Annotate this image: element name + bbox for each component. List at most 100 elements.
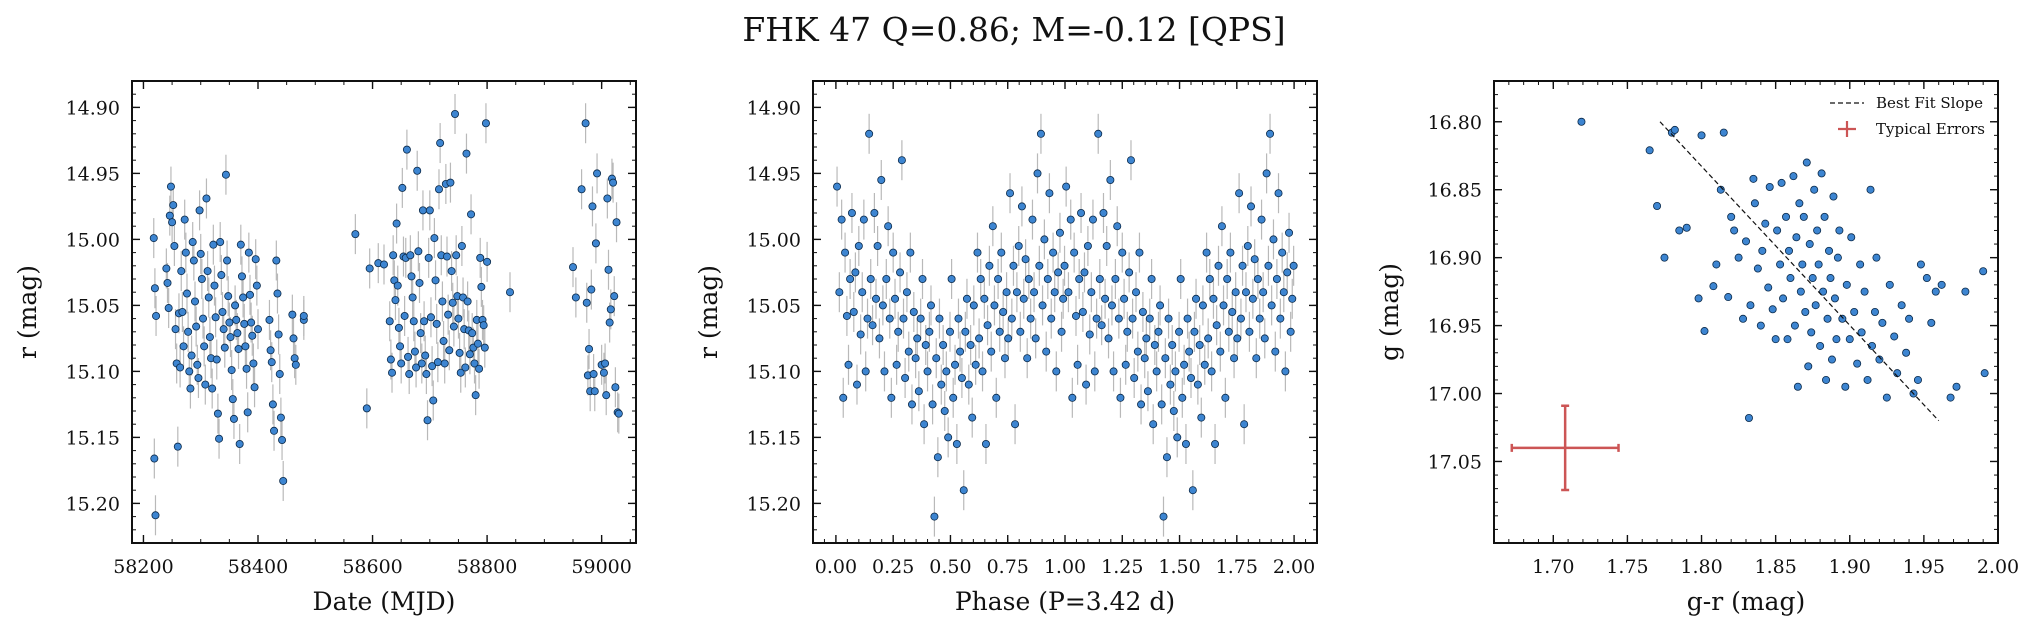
x-tick-label: 58200 (113, 556, 173, 578)
data-point (1796, 287, 1805, 296)
data-point (1062, 182, 1071, 191)
data-point (273, 289, 282, 298)
data-point (1278, 248, 1287, 257)
data-point (1080, 268, 1089, 277)
data-point (833, 182, 842, 191)
data-point (457, 241, 466, 250)
data-point (585, 344, 594, 353)
y-tick-label: 17.00 (1428, 384, 1482, 406)
data-point (1052, 367, 1061, 376)
data-point (221, 170, 230, 179)
data-point (1002, 288, 1011, 297)
data-point (150, 284, 159, 293)
data-point (1980, 369, 1989, 378)
x-tick-label: 1.85 (1754, 556, 1796, 578)
data-point (1009, 261, 1018, 270)
data-point (1758, 246, 1767, 255)
data-point (389, 251, 398, 260)
data-point (1810, 185, 1819, 194)
x-tick-label: 2.00 (1977, 556, 2019, 578)
data-point (1764, 283, 1773, 292)
data-point (426, 313, 435, 322)
data-point (1150, 340, 1159, 349)
data-point (601, 359, 610, 368)
data-point (983, 321, 992, 330)
data-point (978, 367, 987, 376)
data-point (1183, 314, 1192, 323)
data-point (1075, 274, 1084, 283)
data-point (1789, 172, 1798, 181)
plot-frame (1493, 80, 1999, 544)
data-point (1140, 354, 1149, 363)
data-point (289, 334, 298, 343)
data-point (1042, 347, 1051, 356)
data-point (212, 355, 221, 364)
y-tick-label: 15.05 (747, 295, 801, 317)
data-point (571, 293, 580, 302)
data-point (467, 210, 476, 219)
data-point (1026, 314, 1035, 323)
x-tick-label: 1.50 (1158, 556, 1200, 578)
data-point (588, 202, 597, 211)
data-point (1159, 512, 1168, 521)
data-point (1777, 178, 1786, 187)
data-point (1719, 128, 1728, 137)
data-point (163, 278, 172, 287)
data-point (976, 274, 985, 283)
data-point (1224, 327, 1233, 336)
y-tick-label: 15.05 (66, 295, 120, 317)
data-point (1847, 233, 1856, 242)
data-point (1832, 335, 1841, 344)
data-point (920, 420, 929, 429)
data-point (418, 206, 427, 215)
data-point (199, 314, 208, 323)
x-axis-label: Phase (P=3.42 d) (955, 587, 1175, 616)
data-point (1035, 261, 1044, 270)
data-point (247, 318, 256, 327)
data-point (1250, 255, 1259, 264)
data-point (604, 265, 613, 274)
data-point (1043, 274, 1052, 283)
data-point (980, 294, 989, 303)
data-point (1724, 293, 1733, 302)
data-point (992, 393, 1001, 402)
data-point (1055, 228, 1064, 237)
data-point (944, 433, 953, 442)
data-point (851, 268, 860, 277)
data-point (444, 310, 453, 319)
data-point (421, 351, 430, 360)
data-point (274, 330, 283, 339)
data-point (1897, 301, 1906, 310)
data-point (1727, 212, 1736, 221)
data-point (835, 288, 844, 297)
data-point (396, 342, 405, 351)
data-point (1761, 219, 1770, 228)
data-point (612, 218, 621, 227)
data-point (930, 512, 939, 521)
data-point (858, 288, 867, 297)
x-tick-label: 1.75 (1606, 556, 1648, 578)
data-point (847, 208, 856, 217)
data-point (603, 194, 612, 203)
x-tick-label: 0.00 (815, 556, 857, 578)
data-point (456, 368, 465, 377)
legend-label: Typical Errors (1876, 120, 1985, 138)
data-point (470, 359, 479, 368)
data-point (911, 354, 920, 363)
data-point (1021, 255, 1030, 264)
data-point (251, 255, 260, 264)
chart-panel-2: 0.00 0.25 0.50 0.75 1.00 1.25 1.50 1.75 2.00 14.9… (694, 80, 1318, 616)
data-point (1856, 260, 1865, 269)
data-point (1193, 380, 1202, 389)
data-point (1790, 321, 1799, 330)
y-tick-label: 15.15 (747, 427, 801, 449)
y-tick-label: 16.90 (1428, 248, 1482, 270)
data-point (949, 393, 958, 402)
x-tick-label: 1.00 (1044, 556, 1086, 578)
data-point (1156, 301, 1165, 310)
data-point (1750, 199, 1759, 208)
data-point (1882, 393, 1891, 402)
data-point (1240, 420, 1249, 429)
data-point (203, 267, 212, 276)
data-point (1017, 202, 1026, 211)
